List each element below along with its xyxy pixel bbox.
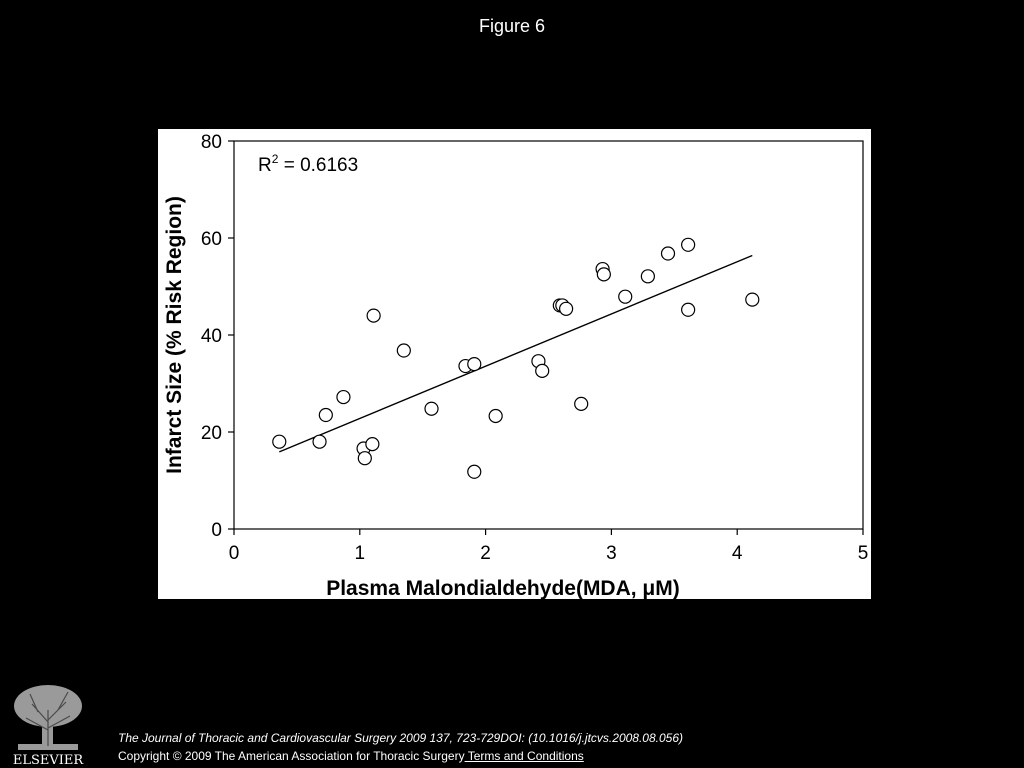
plot-frame	[233, 140, 864, 530]
r2-superscript: 2	[272, 152, 279, 166]
data-point	[640, 269, 655, 284]
x-tick-label: 4	[732, 543, 743, 564]
x-tick-label: 3	[606, 543, 617, 564]
x-tick-label: 1	[355, 543, 366, 564]
data-point	[312, 434, 327, 449]
data-point	[396, 343, 411, 358]
data-point	[488, 408, 503, 424]
data-point	[365, 437, 380, 452]
y-tick-label: 0	[211, 520, 222, 541]
y-axis-label: Infarct Size (% Risk Region)	[163, 196, 186, 474]
data-point	[660, 246, 676, 261]
data-point	[424, 401, 439, 416]
axis-ticks: 0 1 2 3 4 5 0 20 40 60 80	[201, 132, 868, 564]
data-point	[467, 357, 482, 372]
y-tick-label: 80	[201, 132, 222, 153]
x-tick-label: 5	[858, 543, 869, 564]
data-point	[357, 451, 372, 466]
data-point	[272, 434, 287, 449]
figure-panel: 0 1 2 3 4 5 0 20 40 60 80 R2 = 0.6163 Plasma Malon…	[158, 129, 871, 599]
data-points	[272, 237, 760, 479]
data-point	[318, 407, 333, 423]
r2-base: R	[258, 155, 272, 176]
citation-text: The Journal of Thoracic and Cardiovascul…	[118, 731, 683, 745]
y-tick-label: 40	[201, 326, 222, 347]
copyright-text: Copyright © 2009 The American Associatio…	[118, 749, 465, 763]
x-tick-label: 2	[480, 543, 491, 564]
elsevier-wordmark: ELSEVIER	[13, 753, 85, 766]
x-axis-label: Plasma Malondialdehyde(MDA, μM)	[326, 577, 680, 599]
x-tick-label: 0	[229, 543, 240, 564]
data-point	[681, 237, 696, 252]
data-point	[574, 396, 589, 411]
trendline	[279, 254, 753, 453]
data-point	[535, 363, 550, 378]
copyright-line: Copyright © 2009 The American Associatio…	[118, 749, 584, 763]
data-point	[366, 308, 381, 323]
elsevier-logo: ELSEVIER	[8, 682, 88, 766]
data-point	[467, 464, 482, 479]
data-point	[596, 267, 611, 282]
data-point	[618, 289, 633, 304]
y-tick-label: 20	[201, 423, 222, 444]
terms-and-conditions-link[interactable]: Terms and Conditions	[464, 749, 584, 763]
data-point	[745, 292, 760, 307]
y-tick-label: 60	[201, 229, 222, 250]
r2-annotation: R2 = 0.6163	[258, 152, 358, 176]
r2-value: = 0.6163	[278, 155, 358, 176]
slide-title: Figure 6	[478, 16, 546, 36]
data-point	[336, 389, 351, 405]
data-point	[681, 302, 696, 317]
data-point	[559, 301, 574, 316]
